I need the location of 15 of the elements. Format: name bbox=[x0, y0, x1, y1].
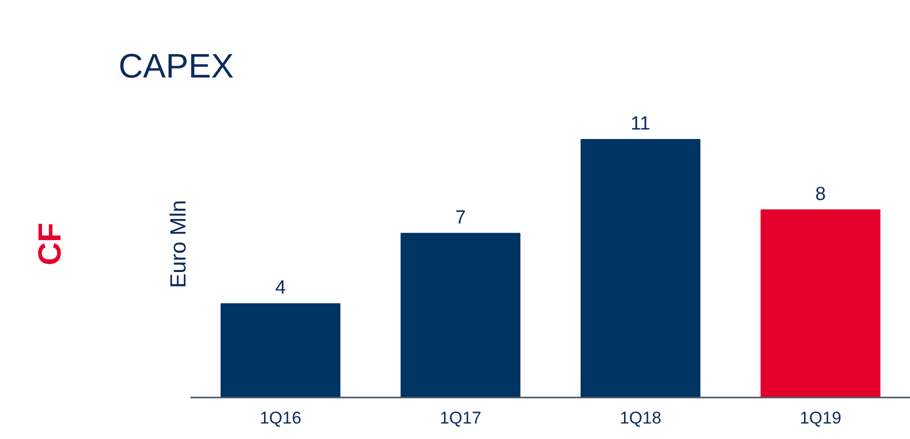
y-axis-title: Euro Mln bbox=[166, 200, 190, 288]
x-tick-label: 1Q16 bbox=[260, 408, 302, 428]
bar bbox=[400, 232, 520, 398]
x-tick-label: 1Q18 bbox=[620, 408, 662, 428]
data-label: 7 bbox=[455, 207, 466, 228]
x-tick-label: 1Q17 bbox=[440, 408, 482, 428]
bar bbox=[580, 139, 700, 398]
chart-title: CAPEX bbox=[118, 48, 234, 86]
data-label: 4 bbox=[275, 278, 286, 299]
x-tick-label: 1Q19 bbox=[800, 408, 842, 428]
data-label: 11 bbox=[630, 114, 650, 135]
bar bbox=[760, 209, 880, 398]
bar bbox=[220, 303, 340, 398]
data-label: 8 bbox=[815, 184, 826, 205]
text: CF bbox=[32, 222, 68, 266]
